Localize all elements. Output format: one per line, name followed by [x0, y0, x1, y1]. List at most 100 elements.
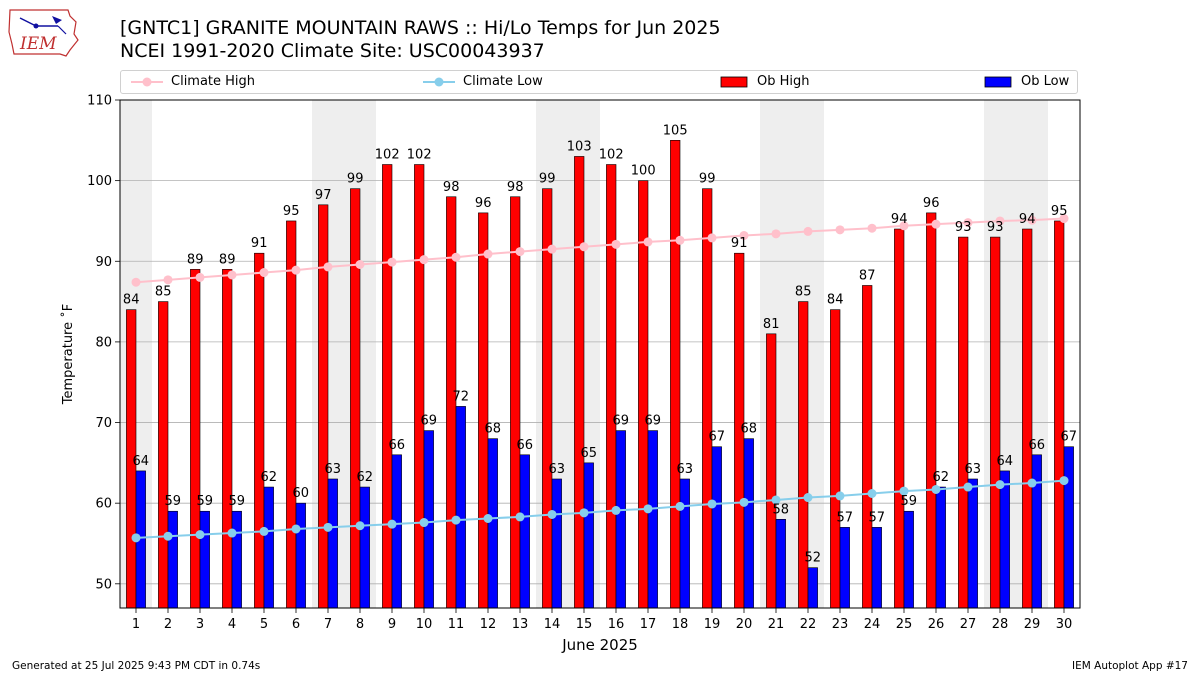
- ob-low-label-day-11: 72: [453, 389, 470, 404]
- ob-low-bar-day-26: [935, 486, 946, 609]
- x-axis-ticks: 1 2 3 4 5 6 7 8 9 10 11 12 13 14 15 16 17 18 19 20 21 22 23 24 2…: [132, 608, 1072, 632]
- x-tick-label-24: 24: [864, 617, 881, 632]
- ob-low-bar-day-18: [679, 478, 690, 609]
- ob-high-label-day-27: 93: [955, 220, 972, 235]
- ob-high-bar-day-8: [350, 188, 361, 609]
- climate-low-point-day-24: [867, 488, 877, 498]
- ob-low-bar-day-15: [583, 462, 594, 609]
- ob-low-label-day-5: 62: [261, 470, 278, 485]
- climate-low-point-day-10: [419, 518, 429, 528]
- x-tick-label-10: 10: [416, 617, 433, 632]
- climate-high-point-day-26: [931, 219, 941, 229]
- ob-low-bar-day-30: [1063, 446, 1074, 609]
- ob-high-bar-day-30: [1054, 220, 1065, 609]
- climate-low-point-day-19: [707, 499, 717, 509]
- x-tick-label-30: 30: [1056, 617, 1073, 632]
- ob-high-label-day-18: 105: [663, 123, 688, 138]
- ob-high-label-day-3: 89: [187, 252, 204, 267]
- ob-low-label-day-14: 63: [549, 462, 566, 477]
- ob-high-bar-day-10: [414, 164, 425, 609]
- climate-low-point-day-22: [803, 493, 813, 503]
- ob-low-label-day-28: 64: [997, 454, 1014, 469]
- x-tick-label-1: 1: [132, 617, 140, 632]
- climate-low-point-day-21: [771, 495, 781, 505]
- climate-low-point-day-5: [259, 526, 269, 536]
- ob-high-label-day-23: 84: [827, 293, 844, 308]
- climate-high-point-day-28: [995, 216, 1005, 226]
- ob-high-label-day-22: 85: [795, 285, 812, 300]
- x-tick-label-22: 22: [800, 617, 817, 632]
- x-tick-label-2: 2: [164, 617, 172, 632]
- ob-low-label-day-24: 57: [869, 510, 886, 525]
- climate-high-point-day-27: [963, 218, 973, 228]
- climate-low-point-day-14: [547, 509, 557, 519]
- ob-high-bar-day-6: [286, 220, 297, 609]
- climate-low-series: [131, 476, 1069, 543]
- ob-high-label-day-25: 94: [891, 212, 908, 227]
- legend-label-ob-low: Ob Low: [1021, 74, 1070, 89]
- ob-low-bar-day-9: [391, 454, 402, 609]
- ob-high-bar-day-23: [830, 309, 841, 609]
- climate-low-point-day-26: [931, 484, 941, 494]
- climate-high-point-day-1: [131, 277, 141, 287]
- iowa-map-logo-icon: IEM: [8, 9, 79, 57]
- climate-high-point-day-14: [547, 244, 557, 254]
- y-axis-label: Temperature ˚F: [60, 304, 76, 405]
- generated-timestamp: Generated at 25 Jul 2025 9:43 PM CDT in …: [12, 660, 261, 672]
- ob-low-bar-day-6: [295, 502, 306, 609]
- climate-high-point-day-8: [355, 259, 365, 269]
- ob-low-label-day-8: 62: [357, 470, 374, 485]
- ob-low-bar-day-20: [743, 438, 754, 609]
- ob-low-bar-day-12: [487, 438, 498, 609]
- svg-text:IEM: IEM: [19, 34, 57, 54]
- ob-high-bar-day-16: [606, 164, 617, 609]
- ob-high-label-day-8: 99: [347, 172, 364, 187]
- ob-high-label-day-10: 102: [407, 148, 432, 163]
- ob-low-label-day-7: 63: [325, 462, 342, 477]
- x-tick-label-14: 14: [544, 617, 561, 632]
- y-tick-label-100: 100: [87, 174, 112, 189]
- ob-high-label-day-29: 94: [1019, 212, 1036, 227]
- climate-low-point-day-3: [195, 530, 205, 540]
- ob-low-bar-day-16: [615, 430, 626, 609]
- climate-high-point-day-20: [739, 230, 749, 240]
- x-tick-label-9: 9: [388, 617, 396, 632]
- chart-title: [GNTC1] GRANITE MOUNTAIN RAWS :: Hi/Lo T…: [120, 17, 721, 39]
- climate-high-point-day-23: [835, 225, 845, 235]
- x-tick-label-19: 19: [704, 617, 721, 632]
- ob-high-label-day-1: 84: [123, 293, 140, 308]
- ob-low-label-day-26: 62: [933, 470, 950, 485]
- iem-logo: IEM: [6, 4, 82, 60]
- climate-high-point-day-3: [195, 272, 205, 282]
- ob-low-label-day-22: 52: [805, 551, 822, 566]
- ob-low-bar-day-29: [1031, 454, 1042, 609]
- ob-high-bar-day-24: [862, 285, 873, 609]
- x-tick-label-27: 27: [960, 617, 977, 632]
- ob-high-bar-day-28: [990, 236, 1001, 609]
- ob-low-label-day-30: 67: [1061, 430, 1078, 445]
- ob-low-label-day-21: 58: [773, 502, 790, 517]
- ob-high-label-day-15: 103: [567, 139, 592, 154]
- x-tick-label-7: 7: [324, 617, 332, 632]
- x-tick-label-6: 6: [292, 617, 300, 632]
- y-tick-label-70: 70: [95, 416, 112, 431]
- ob-low-bar-day-21: [775, 519, 786, 609]
- x-tick-label-8: 8: [356, 617, 364, 632]
- climate-high-point-day-21: [771, 229, 781, 239]
- legend-label-ob-high: Ob High: [757, 74, 810, 89]
- x-tick-label-23: 23: [832, 617, 849, 632]
- x-tick-label-13: 13: [512, 617, 529, 632]
- ob-high-label-day-30: 95: [1051, 204, 1068, 219]
- ob-high-label-day-21: 81: [763, 317, 780, 332]
- ob-high-label-day-4: 89: [219, 252, 236, 267]
- ob-low-bar-day-19: [711, 446, 722, 609]
- ob-low-label-day-25: 59: [901, 494, 918, 509]
- legend-label-climate-high: Climate High: [171, 74, 256, 89]
- x-tick-label-20: 20: [736, 617, 753, 632]
- x-tick-label-4: 4: [228, 617, 236, 632]
- x-tick-label-18: 18: [672, 617, 689, 632]
- x-tick-label-12: 12: [480, 617, 497, 632]
- ob-high-label-day-16: 102: [599, 148, 624, 163]
- ob-low-label-day-4: 59: [229, 494, 246, 509]
